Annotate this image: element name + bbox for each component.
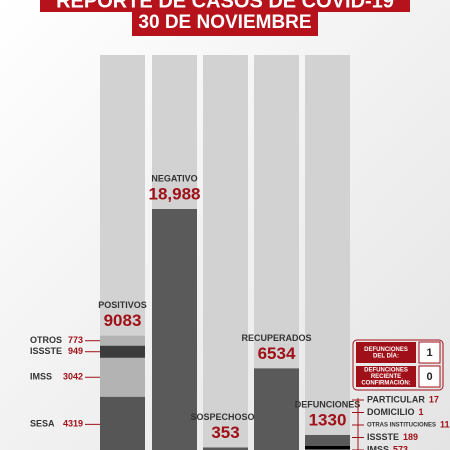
breakdown-name: DOMICILIO: [367, 407, 415, 417]
segment-name: OTROS: [30, 335, 62, 345]
segment-value: 4319: [63, 419, 83, 429]
category-label: DEFUNCIONES: [295, 399, 361, 409]
date: 30 DE NOVIEMBRE: [138, 12, 311, 33]
segment-name: ISSSTE: [30, 346, 62, 356]
bar: [203, 447, 248, 450]
daily-value-bg: [418, 365, 441, 388]
column-background: [305, 55, 350, 450]
breakdown-name: PARTICULAR: [367, 394, 425, 404]
daily-label: DEFUNCIONES: [364, 368, 408, 374]
bar: [152, 209, 197, 450]
breakdown-value: 573: [393, 444, 408, 450]
stack-segment: [100, 335, 145, 346]
stack-segment: [100, 345, 145, 358]
breakdown-name: IMSS: [367, 444, 389, 450]
breakdown-value: 1: [419, 407, 424, 417]
bar: [254, 368, 299, 450]
value-label: 6534: [258, 344, 296, 363]
stripe: [305, 446, 350, 449]
stack-segment: [100, 357, 145, 397]
segment-name: IMSS: [30, 372, 52, 382]
value-label: 18,988: [149, 184, 201, 203]
title-band: [40, 0, 410, 12]
breakdown-name: ISSSTE: [367, 432, 399, 442]
date-box: [132, 10, 318, 36]
segment-value: 3042: [63, 372, 83, 382]
daily-value: 1: [426, 347, 432, 359]
daily-box: [352, 339, 444, 391]
segment-name: SESA: [30, 419, 55, 429]
value-label: 1330: [309, 410, 347, 429]
category-label: NEGATIVO: [151, 173, 197, 183]
daily-label-bg: [356, 342, 416, 363]
daily-label-bg: [356, 366, 416, 387]
daily-value-bg: [418, 341, 441, 364]
column-background: [203, 55, 248, 450]
segment-value: 949: [68, 346, 83, 356]
daily-label: DEL DÍA:: [373, 351, 399, 359]
category-label: RECUPERADOS: [241, 333, 311, 343]
value-label: 353: [211, 423, 239, 442]
daily-label: CONFIRMACIÓN:: [361, 379, 410, 387]
value-label: 9083: [104, 311, 142, 330]
daily-value: 0: [426, 371, 432, 383]
title: REPORTE DE CASOS DE COVID-19: [56, 0, 394, 12]
category-label: SOSPECHOSOS: [190, 412, 260, 422]
breakdown-value: 189: [403, 432, 418, 442]
breakdown-name: OTRAS INSTITUCIONES: [367, 423, 436, 429]
breakdown-value: 11: [440, 419, 450, 429]
daily-label: DEFUNCIONES: [364, 347, 408, 353]
category-label: POSITIVOS: [98, 300, 147, 310]
daily-label: RECIENTE: [371, 374, 401, 380]
segment-value: 773: [68, 335, 83, 345]
breakdown-value: 17: [429, 394, 439, 404]
stack-segment: [100, 396, 145, 450]
